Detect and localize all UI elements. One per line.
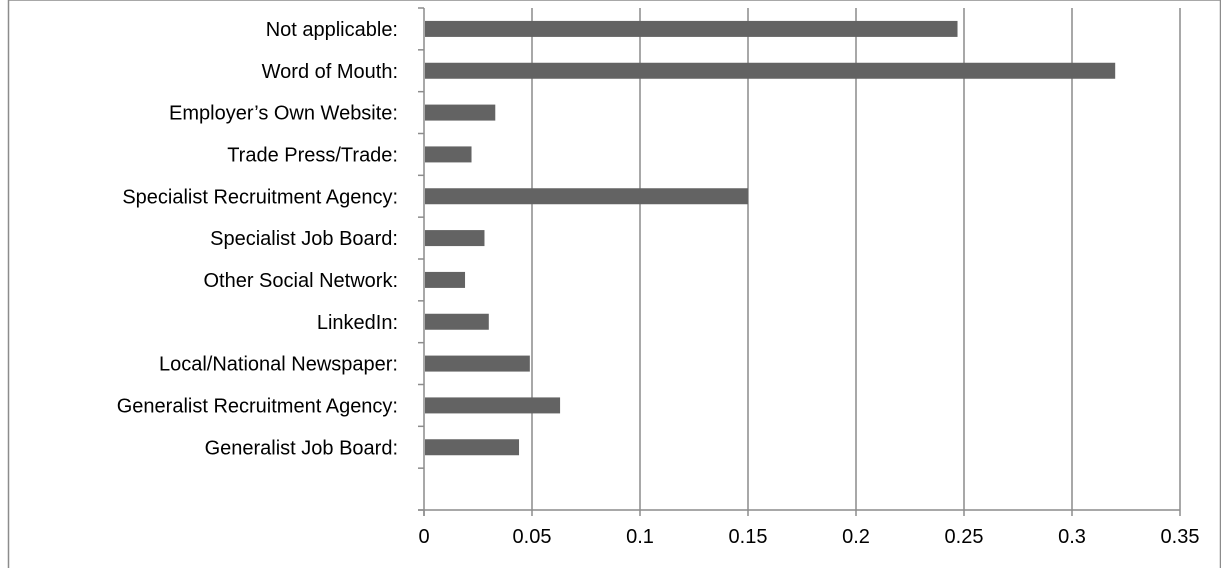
category-label: Trade Press/Trade:	[227, 144, 398, 166]
bar	[425, 104, 496, 121]
category-label: Generalist Job Board:	[205, 437, 398, 459]
category-label: Generalist Recruitment Agency:	[117, 395, 398, 417]
bar	[425, 20, 958, 37]
x-tick-label: 0.2	[842, 526, 870, 548]
x-tick-labels: 0 0.05 0.1 0.15 0.2 0.25 0.3 0.35	[418, 526, 1199, 548]
bar	[425, 355, 530, 372]
category-label: Not applicable:	[266, 19, 398, 41]
category-label: Word of Mouth:	[262, 61, 398, 83]
category-label: Local/National Newspaper:	[159, 354, 398, 376]
bar	[425, 62, 1116, 79]
x-tick-label: 0.15	[729, 526, 768, 548]
bar	[425, 271, 466, 288]
x-tick-label: 0.25	[945, 526, 984, 548]
category-label: LinkedIn:	[317, 312, 398, 334]
x-tick-label: 0	[418, 526, 429, 548]
gridlines	[531, 8, 1181, 510]
category-label: Employer’s Own Website:	[169, 103, 398, 125]
bar	[425, 188, 748, 205]
category-label: Other Social Network:	[203, 270, 398, 292]
category-labels: Not applicable: Word of Mouth: Employer’s …	[117, 19, 398, 459]
category-label: Specialist Recruitment Agency:	[122, 186, 398, 208]
bar	[425, 146, 472, 163]
bar	[425, 230, 485, 247]
axes	[418, 7, 1181, 516]
bar	[425, 397, 561, 414]
bar	[425, 439, 520, 456]
x-tick-label: 0.05	[513, 526, 552, 548]
category-label: Specialist Job Board:	[210, 228, 398, 250]
bar	[425, 313, 489, 330]
x-tick-label: 0.1	[626, 526, 654, 548]
x-tick-label: 0.35	[1161, 526, 1200, 548]
chart-border	[7, 0, 1221, 573]
bars	[425, 20, 1116, 456]
x-tick-label: 0.3	[1058, 526, 1086, 548]
